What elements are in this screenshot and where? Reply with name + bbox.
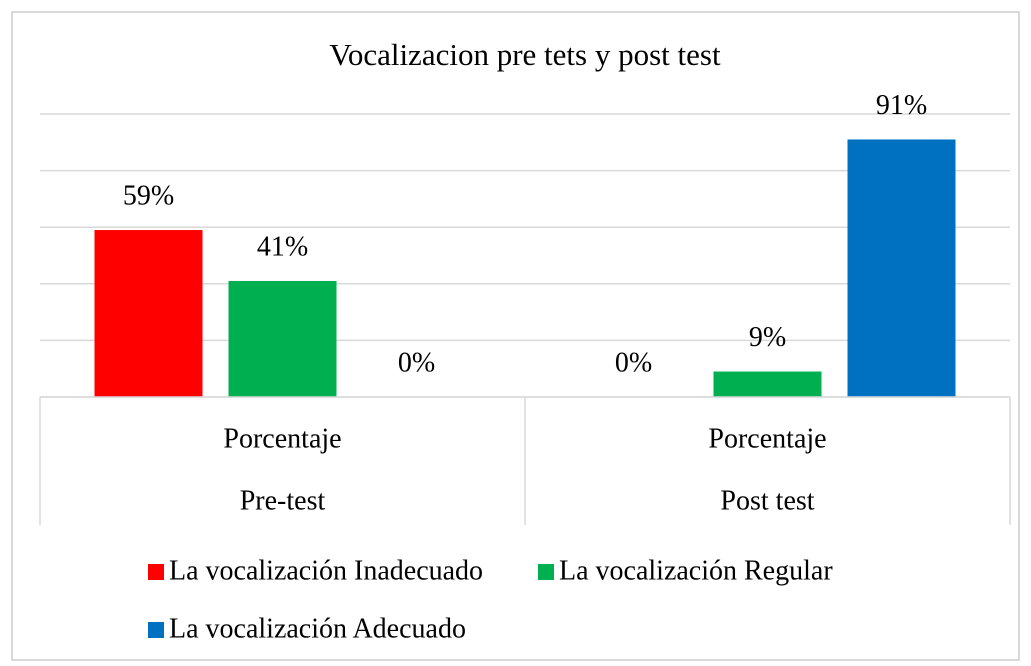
x-category-label: Pre-test (240, 485, 326, 516)
x-subcategory-label: Porcentaje (223, 423, 341, 454)
legend-swatch (538, 564, 554, 580)
legend-label: La vocalización Adecuado (169, 613, 466, 644)
legend-swatch (148, 622, 164, 638)
x-category-label: Post test (720, 485, 814, 516)
bar (713, 371, 822, 397)
bar (94, 230, 203, 397)
bar (228, 280, 337, 397)
chart-title: Vocalizacion pre tets y post test (329, 37, 721, 72)
data-label: 9% (749, 322, 786, 353)
legend-swatch (148, 564, 164, 580)
legend-label: La vocalización Regular (559, 555, 833, 586)
data-label: 91% (876, 90, 927, 121)
data-label: 41% (257, 231, 308, 262)
data-label: 0% (615, 347, 652, 378)
data-label: 59% (123, 180, 174, 211)
data-label: 0% (398, 347, 435, 378)
bar (847, 139, 956, 397)
x-subcategory-label: Porcentaje (708, 423, 826, 454)
legend-label: La vocalización Inadecuado (169, 555, 483, 586)
